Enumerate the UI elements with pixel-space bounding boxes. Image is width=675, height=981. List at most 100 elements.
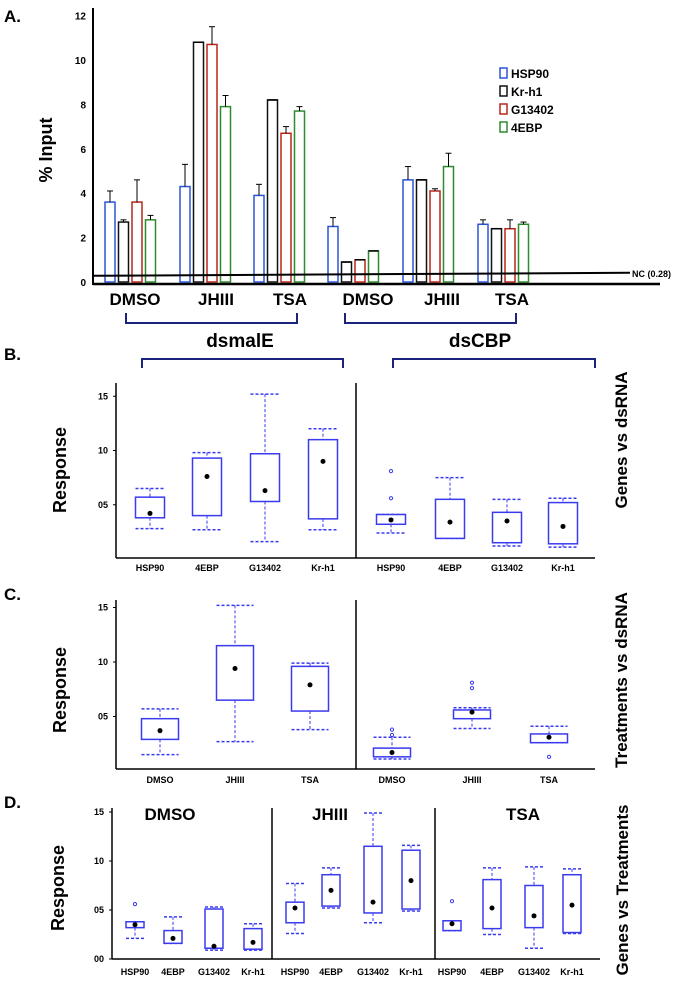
x-tick-label: JHIII — [198, 290, 234, 309]
mean-point — [292, 905, 298, 911]
x-tick-label: Kr-h1 — [551, 563, 575, 573]
x-tick-label: HSP90 — [377, 563, 406, 573]
outlier-point — [449, 899, 455, 904]
bar-4EBP — [293, 110, 306, 283]
x-tick-label: TSA — [301, 775, 320, 785]
y-axis-label: Response — [48, 845, 68, 931]
x-tick-label: G13402 — [491, 563, 523, 573]
outlier-point — [469, 686, 475, 691]
box-G13402 — [204, 908, 224, 949]
bar-4EBP — [367, 250, 380, 283]
x-tick-label: DMSO — [379, 775, 406, 785]
outlier-point — [546, 754, 552, 759]
y-tick-label: 10 — [98, 446, 108, 456]
mean-point — [388, 517, 394, 523]
mean-point — [489, 905, 495, 911]
subpanel-title: DMSO — [145, 805, 196, 824]
mean-point — [328, 887, 334, 893]
mean-point — [250, 939, 256, 945]
box-Kr-h1 — [547, 501, 579, 545]
mean-point — [560, 523, 566, 529]
group-label: dsCBP — [449, 331, 512, 352]
bar-G13402 — [280, 132, 292, 283]
y-tick-label: 10 — [75, 56, 87, 67]
outlier-point — [132, 902, 138, 907]
mean-point — [320, 458, 326, 464]
y-tick-label: 05 — [98, 500, 108, 510]
legend-swatch-G13402 — [499, 103, 508, 115]
mean-point — [211, 943, 217, 949]
box-4EBP — [434, 498, 466, 540]
y-tick-label: 12 — [75, 12, 87, 23]
bar-Kr-h1 — [192, 41, 205, 283]
y-axis-label: Response — [50, 427, 70, 513]
bar-4EBP — [219, 105, 232, 283]
side-title: Treatments vs dsRNA — [612, 592, 631, 768]
x-tick-label: G13402 — [518, 967, 550, 977]
box-G13402 — [249, 453, 281, 503]
bar-HSP90 — [104, 201, 116, 283]
mean-point — [147, 510, 153, 516]
subpanel-title: JHIII — [312, 805, 348, 824]
y-tick-label: 15 — [98, 391, 108, 401]
x-tick-label: TSA — [540, 775, 559, 785]
nc-line — [92, 271, 631, 277]
y-axis-label: % Input — [36, 118, 56, 183]
outlier-point — [469, 680, 475, 685]
mean-point — [449, 921, 455, 927]
box-HSP90 — [285, 901, 305, 924]
y-tick-label: 8 — [80, 100, 86, 111]
mean-point — [132, 922, 138, 928]
x-tick-label: DMSO — [110, 290, 161, 309]
bar-HSP90 — [179, 185, 191, 283]
bar-HSP90 — [253, 194, 265, 283]
x-tick-label: TSA — [495, 290, 529, 309]
box-HSP90 — [134, 496, 166, 519]
y-tick-label: 15 — [94, 807, 104, 817]
x-tick-label: G13402 — [198, 967, 230, 977]
box-G13402 — [363, 845, 383, 914]
bar-HSP90 — [402, 179, 414, 283]
x-tick-label: HSP90 — [136, 563, 165, 573]
x-tick-label: JHIII — [462, 775, 481, 785]
y-tick-label: 05 — [98, 712, 108, 722]
bar-Kr-h1 — [117, 221, 130, 283]
outlier-point — [388, 496, 394, 501]
x-tick-label: JHIII — [424, 290, 460, 309]
bar-4EBP — [442, 165, 455, 283]
mean-point — [504, 518, 510, 524]
mean-point — [469, 709, 475, 715]
box-4EBP — [191, 457, 223, 517]
mean-point — [232, 666, 238, 672]
x-tick-label: TSA — [273, 290, 307, 309]
bar-G13402 — [354, 259, 366, 283]
box-G13402 — [491, 511, 523, 544]
y-tick-label: 15 — [98, 603, 108, 613]
legend-label: Kr-h1 — [511, 85, 543, 99]
group-bracket — [392, 358, 596, 368]
outlier-point — [389, 732, 395, 738]
x-tick-label: 4EBP — [438, 563, 462, 573]
legend-label: 4EBP — [511, 121, 542, 135]
legend-label: HSP90 — [511, 67, 549, 81]
nc-label: NC (0.28) — [632, 269, 671, 279]
legend-label: G13402 — [511, 103, 554, 117]
x-tick-label: Kr-h1 — [241, 967, 265, 977]
box-4EBP — [482, 878, 502, 930]
mean-point — [204, 474, 210, 480]
x-tick-label: HSP90 — [281, 967, 310, 977]
side-title: Genes vs dsRNA — [612, 372, 631, 509]
y-tick-label: 6 — [80, 145, 86, 156]
y-tick-label: 10 — [94, 856, 104, 866]
y-tick-label: 0 — [80, 278, 86, 289]
mean-point — [531, 913, 537, 919]
bar-G13402 — [206, 43, 218, 283]
mean-point — [546, 734, 552, 740]
box-TSA — [290, 665, 330, 712]
mean-point — [370, 899, 376, 905]
group-bracket — [141, 358, 344, 368]
bar-Kr-h1 — [415, 179, 428, 283]
subpanel-title: TSA — [506, 805, 540, 824]
x-tick-label: G13402 — [357, 967, 389, 977]
y-tick-label: 05 — [94, 905, 104, 915]
